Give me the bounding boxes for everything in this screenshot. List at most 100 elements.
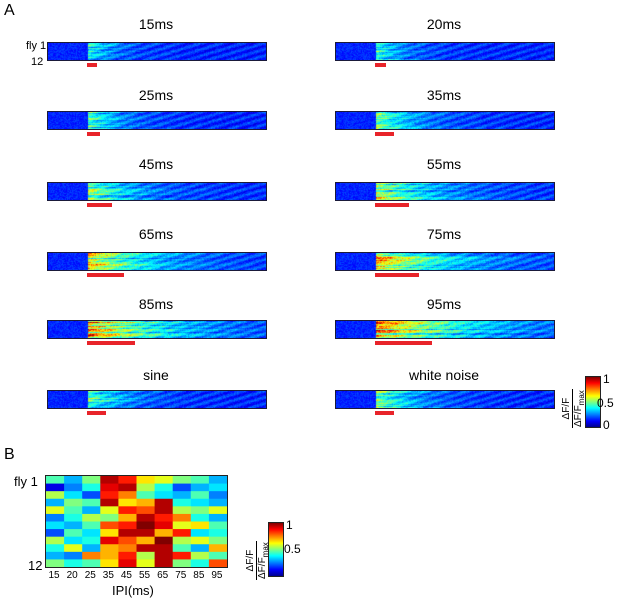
condition-title: 55ms <box>426 156 462 172</box>
panel-b-colorbar-tick-0-5: 0.5 <box>284 542 301 556</box>
heatmap-cell <box>46 544 65 553</box>
heatmap-cell <box>64 513 83 522</box>
heatmap-cell <box>208 483 227 492</box>
heatmap-cell <box>64 506 83 515</box>
panel-b-row-label-top: fly 1 <box>14 474 38 489</box>
heatmap-cell <box>82 551 101 560</box>
condition-title: 45ms <box>138 156 174 172</box>
panel-a-colorbar-tick-0: 0 <box>603 418 610 432</box>
heatmap-cell <box>136 529 156 538</box>
heatmap-cell <box>208 476 227 485</box>
heatmap-cell <box>190 544 210 553</box>
heatmap-cell <box>82 491 101 500</box>
heatmap-cell <box>46 536 65 545</box>
heatmap-cell <box>82 521 101 530</box>
heatmap-cell <box>64 551 83 560</box>
response-strip <box>335 182 555 201</box>
heatmap-cell <box>100 513 119 522</box>
heatmap-cell <box>154 544 174 553</box>
heatmap-cell <box>64 498 83 507</box>
panel-a-colorbar-title: ΔF/F ΔF/Fmax <box>561 389 586 428</box>
x-tick-label: 75 <box>175 570 187 581</box>
heatmap-cell <box>190 476 210 485</box>
heatmap-cell <box>208 529 227 538</box>
stimulus-bar <box>87 132 100 136</box>
heatmap-cell <box>172 513 192 522</box>
x-tick-label: 95 <box>211 570 223 581</box>
heatmap-cell <box>136 491 156 500</box>
x-tick-label: 20 <box>66 570 78 581</box>
heatmap-cell <box>100 551 119 560</box>
heatmap-cell <box>208 506 227 515</box>
condition-title: 85ms <box>138 296 174 312</box>
heatmap-cell <box>118 498 137 507</box>
panel-a-row-label-bottom: 12 <box>31 56 44 68</box>
heatmap-cell <box>118 536 137 545</box>
response-strip <box>335 42 555 61</box>
heatmap-cell <box>100 483 119 492</box>
stimulus-bar <box>87 341 135 345</box>
heatmap-cell <box>64 559 83 567</box>
heatmap-cell <box>154 513 174 522</box>
heatmap-cell <box>46 498 65 507</box>
response-strip <box>335 320 555 339</box>
panel-b-letter: B <box>4 446 15 463</box>
heatmap-cell <box>172 551 192 560</box>
heatmap-cell <box>136 498 156 507</box>
panel-b-row-label-bottom: 12 <box>28 558 43 573</box>
heatmap-cell <box>118 544 137 553</box>
response-strip <box>335 111 555 130</box>
heatmap-cell <box>118 476 137 485</box>
heatmap-cell <box>190 551 210 560</box>
heatmap-cell <box>100 559 119 567</box>
heatmap-cell <box>172 483 192 492</box>
condition-title: 20ms <box>426 16 462 32</box>
stimulus-bar <box>375 341 432 345</box>
heatmap-cell <box>208 551 227 560</box>
heatmap-cell <box>46 491 65 500</box>
heatmap-cell <box>190 521 210 530</box>
condition-title: 35ms <box>426 87 462 103</box>
panel-a-letter: A <box>4 2 15 19</box>
heatmap-cell <box>154 476 174 485</box>
stimulus-bar <box>375 132 394 136</box>
heatmap-cell <box>64 536 83 545</box>
heatmap-cell <box>118 559 137 567</box>
heatmap-cell <box>100 521 119 530</box>
panel-b-colorbar <box>268 522 284 577</box>
heatmap-cell <box>154 521 174 530</box>
heatmap-cell <box>154 529 174 538</box>
panel-a-colorbar-tick-0-5: 0.5 <box>597 396 614 410</box>
heatmap-cell <box>46 529 65 538</box>
panel-b-heatmap <box>45 475 228 568</box>
x-tick-label: 45 <box>120 570 132 581</box>
panel-a-row-label-top: fly 1 <box>26 40 47 52</box>
heatmap-cell <box>190 483 210 492</box>
heatmap-cell <box>154 491 174 500</box>
condition-title: 25ms <box>138 87 174 103</box>
condition-title: 75ms <box>426 226 462 242</box>
heatmap-cell <box>172 498 192 507</box>
condition-title: 95ms <box>426 296 462 312</box>
heatmap-cell <box>154 536 174 545</box>
stimulus-bar <box>87 411 106 415</box>
heatmap-cell <box>136 551 156 560</box>
heatmap-cell <box>208 521 227 530</box>
panel-b-colorbar-tick-1: 1 <box>286 518 293 532</box>
heatmap-cell <box>118 491 137 500</box>
heatmap-cell <box>64 491 83 500</box>
heatmap-cell <box>82 544 101 553</box>
heatmap-cell <box>172 521 192 530</box>
heatmap-cell <box>82 536 101 545</box>
stimulus-bar <box>375 273 419 277</box>
stimulus-bar <box>87 273 124 277</box>
heatmap-cell <box>190 536 210 545</box>
response-strip <box>47 320 267 339</box>
heatmap-cell <box>154 551 174 560</box>
heatmap-cell <box>82 498 101 507</box>
heatmap-cell <box>154 559 174 567</box>
response-strip <box>47 182 267 201</box>
heatmap-cell <box>100 476 119 485</box>
heatmap-cell <box>136 513 156 522</box>
heatmap-cell <box>100 506 119 515</box>
